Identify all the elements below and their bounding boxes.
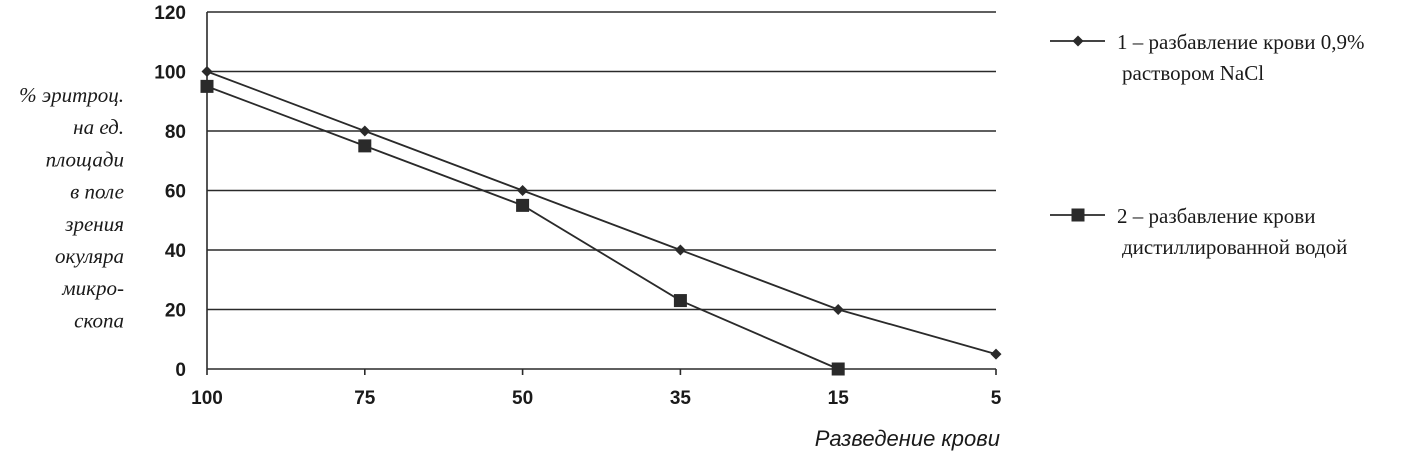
diamond-point — [832, 304, 844, 315]
diamond-point — [201, 66, 213, 77]
x-tick-label: 100 — [191, 388, 223, 409]
y-axis-label-line: окуляра — [55, 244, 124, 268]
y-axis-label-line: зрения — [64, 212, 124, 236]
legend-entry-1: 1 – разбавление крови 0,9% раствором NaCl — [1050, 30, 1364, 85]
y-tick-label: 120 — [154, 3, 186, 24]
square-point — [200, 79, 214, 93]
y-tick-label: 40 — [165, 241, 186, 262]
diamond-point — [990, 348, 1002, 360]
square-point — [516, 198, 530, 212]
legend-label: дистиллированной водой — [1122, 235, 1347, 259]
series-line — [206, 85, 839, 370]
x-tick-label: 35 — [670, 388, 692, 409]
series — [200, 66, 1002, 376]
legend-entry-2: 2 – разбавление крови дистиллированной во… — [1050, 204, 1347, 259]
series-line — [206, 70, 997, 355]
y-tick-label: 80 — [165, 122, 186, 143]
diamond-point — [674, 244, 686, 256]
y-axis-label-line: микро- — [61, 276, 124, 300]
x-axis-label: Разведение крови — [815, 426, 1000, 451]
square-point — [831, 362, 845, 376]
diamond-point — [359, 125, 371, 137]
square-point — [358, 139, 372, 153]
x-tick-label: 5 — [991, 388, 1002, 409]
y-axis-label-line: площади — [46, 147, 124, 171]
y-tick-label: 100 — [154, 63, 186, 84]
series-2 — [200, 79, 845, 376]
y-axis-label-line: на ед. — [73, 115, 124, 139]
y-tick-label: 60 — [165, 182, 186, 203]
legend-label: 1 – разбавление крови 0,9% — [1117, 30, 1364, 54]
x-tick-label: 75 — [354, 388, 376, 409]
y-tick-labels: 0 20 40 60 80 100 120 — [154, 3, 186, 381]
y-tick-label: 0 — [175, 360, 186, 381]
x-tick-labels: 100 75 50 35 15 5 — [191, 369, 1002, 409]
y-tick-label: 20 — [165, 301, 186, 322]
legend-marker — [1072, 35, 1084, 47]
legend-marker — [1071, 208, 1085, 222]
y-axis-label-line: % эритроц. — [19, 83, 124, 107]
gridlines — [206, 11, 996, 370]
y-axis-label: % эритроц. на ед. площади в поле зрения окуля… — [19, 83, 124, 332]
diamond-point — [517, 185, 529, 196]
legend-label: раствором NaCl — [1122, 61, 1264, 85]
legend: 1 – разбавление крови 0,9% раствором NaCl… — [1050, 30, 1364, 259]
y-axis-label-line: в поле — [70, 180, 124, 204]
square-point — [673, 294, 687, 308]
x-tick-label: 15 — [828, 388, 850, 409]
legend-label: 2 – разбавление крови — [1117, 204, 1315, 228]
x-tick-label: 50 — [512, 388, 533, 409]
series-1 — [201, 66, 1002, 360]
y-axis-label-line: скопа — [74, 308, 124, 332]
